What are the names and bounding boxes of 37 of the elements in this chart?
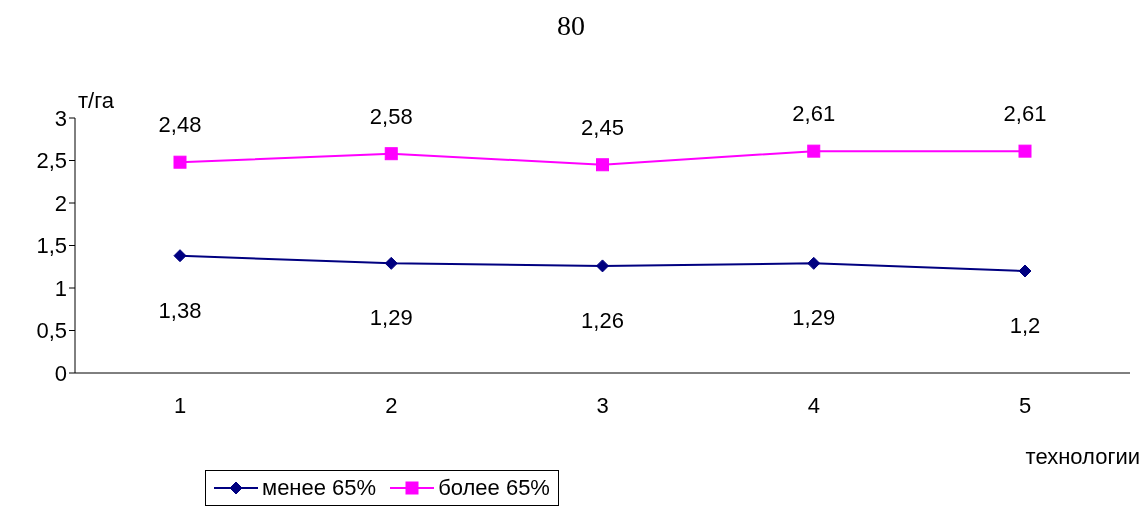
legend-label: менее 65% bbox=[262, 475, 377, 501]
point bbox=[384, 147, 398, 161]
y-tick-label: 1 bbox=[54, 275, 67, 301]
y-tick-label: 0 bbox=[54, 360, 67, 386]
x-tick-label: 5 bbox=[1018, 392, 1032, 418]
y-tick-label: 1,5 bbox=[36, 233, 67, 259]
x-tick-label: 3 bbox=[596, 392, 609, 418]
point bbox=[173, 249, 187, 263]
y-tick-label: 2,5 bbox=[36, 148, 67, 174]
point bbox=[807, 256, 821, 270]
data-label: 1,29 bbox=[369, 305, 413, 331]
y-axis-title: т/га bbox=[78, 88, 114, 114]
point bbox=[384, 256, 398, 270]
x-tick-label: 1 bbox=[173, 392, 187, 418]
data-label: 1,2 bbox=[1009, 313, 1041, 338]
data-label: 2,61 bbox=[792, 101, 836, 127]
x-axis-title: технологии bbox=[1025, 444, 1140, 470]
y-tick-label: 0,5 bbox=[36, 318, 67, 344]
text: 80 bbox=[556, 10, 586, 42]
x-tick-label: 2 bbox=[385, 392, 398, 418]
point bbox=[807, 144, 821, 158]
data-label: 2,48 bbox=[158, 112, 202, 138]
y-tick-label: 3 bbox=[54, 105, 67, 131]
data-label: 2,58 bbox=[369, 103, 413, 129]
point bbox=[596, 158, 609, 172]
point bbox=[1018, 144, 1032, 158]
point bbox=[1018, 264, 1032, 278]
data-label: 1,29 bbox=[792, 305, 836, 331]
data-label: 1,26 bbox=[581, 307, 624, 333]
data-label: 1,38 bbox=[158, 297, 202, 323]
point bbox=[596, 259, 609, 273]
data-label: 2,61 bbox=[1003, 101, 1047, 127]
y-tick-label: 2 bbox=[54, 190, 67, 216]
point bbox=[173, 155, 187, 169]
x-tick-label: 4 bbox=[807, 392, 820, 418]
data-label: 2,45 bbox=[581, 114, 624, 140]
legend-label: более 65% bbox=[438, 475, 550, 501]
